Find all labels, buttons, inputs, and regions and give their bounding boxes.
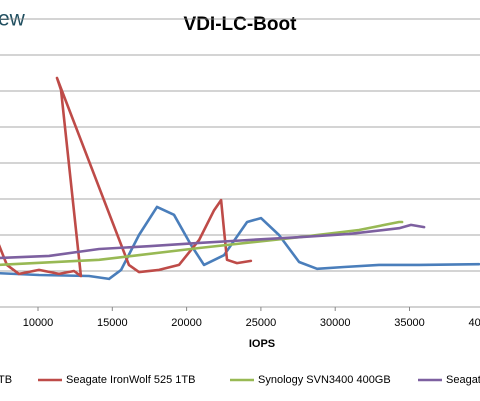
x-tick-label: 40000 (469, 317, 480, 329)
series-line (0, 76, 253, 278)
x-tick-label: 15000 (97, 317, 128, 329)
x-axis-title: IOPS (249, 338, 275, 350)
x-tick-label: 25000 (246, 317, 277, 329)
series-line (0, 205, 480, 281)
legend-label: Seagate IronWolf 525 1TB (66, 374, 195, 386)
x-tick-label: 20000 (171, 317, 202, 329)
legend-label: Synology SVN3400 400GB (258, 374, 391, 386)
legend-label: Seagat (446, 374, 480, 386)
x-tick-label: 35000 (394, 317, 425, 329)
legend-label: TB (0, 374, 12, 386)
chart-title: VDI-LC-Boot (184, 14, 298, 35)
series-line (0, 223, 426, 260)
x-tick-label: 10000 (23, 317, 54, 329)
x-tick-label: 30000 (320, 317, 351, 329)
